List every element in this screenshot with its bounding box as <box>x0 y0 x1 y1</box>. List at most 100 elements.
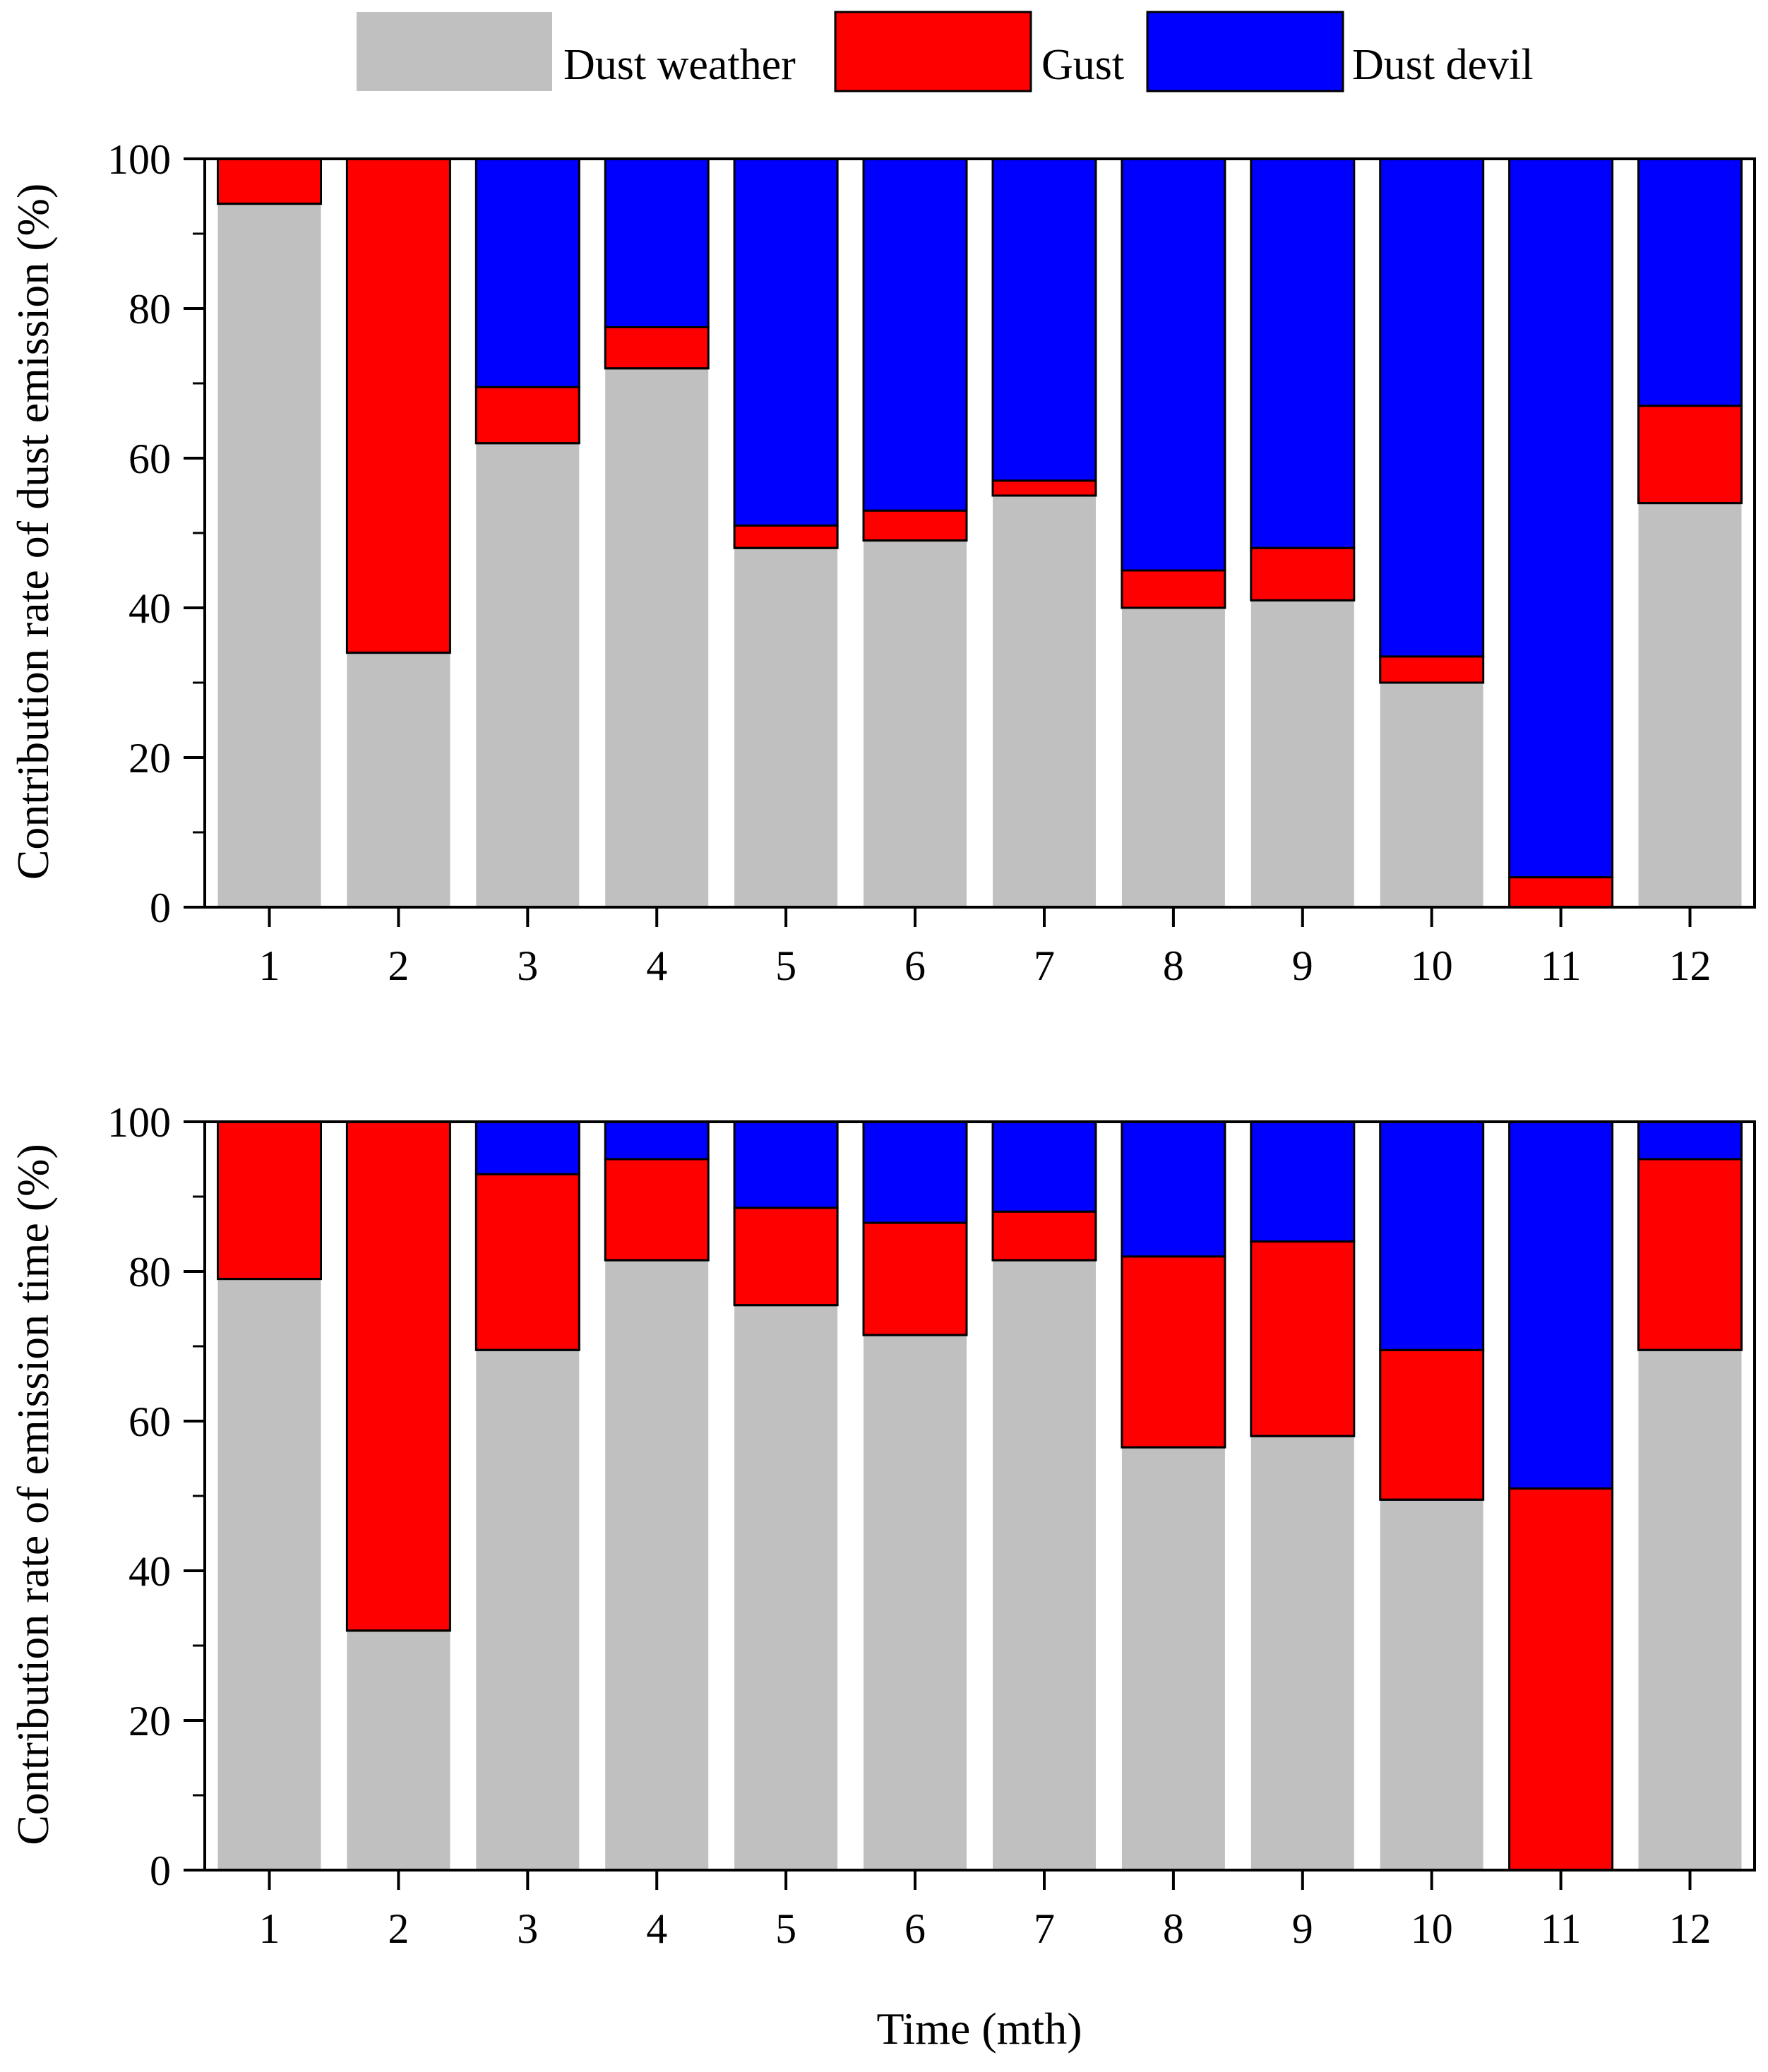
bar-bottom-dust-weather-month-6 <box>864 1335 967 1870</box>
bar-bottom-dust-devil-month-12 <box>1637 1120 1743 1161</box>
bar-bottom-dust-devil-month-7 <box>991 1120 1097 1213</box>
bar-top-dust-devil-month-9 <box>1250 157 1356 549</box>
x-axis-ticks-bottom: 1 2 3 4 5 6 7 8 9 10 11 12 <box>259 1870 1712 1952</box>
legend: Dust weather Gust Dust devil <box>357 11 1534 92</box>
bar-top-dust-devil-month-11 <box>1508 157 1614 879</box>
bar-top-dust-devil-month-5 <box>733 157 839 527</box>
bar-top-dust-weather-month-8 <box>1121 608 1225 907</box>
bar-top-dust-weather-month-5 <box>734 548 838 907</box>
bar-bottom-gust-month-3 <box>474 1173 580 1351</box>
bar-bottom-dust-weather-month-5 <box>734 1305 838 1870</box>
plot-frame-top <box>203 157 1756 909</box>
x-tick-label-top-7: 7 <box>1034 942 1055 989</box>
bar-top-dust-weather-month-10 <box>1380 683 1483 907</box>
x-tick-label-top-8: 8 <box>1163 942 1184 989</box>
bar-top-gust-month-9 <box>1250 546 1356 601</box>
bar-bottom-gust-month-10 <box>1379 1348 1485 1501</box>
bar-bottom-gust-month-12 <box>1637 1158 1743 1351</box>
bar-top-dust-weather-month-4 <box>605 368 709 907</box>
bar-bottom-dust-devil-month-5 <box>733 1120 839 1209</box>
x-tick-label-bottom-11: 11 <box>1541 1905 1582 1952</box>
legend-swatch-dust-devil <box>1146 11 1344 92</box>
bar-top-gust-month-7 <box>991 479 1097 497</box>
x-tick-label-bottom-3: 3 <box>517 1905 538 1952</box>
chart-panel-dust-emission: Contribution rate of dust emission (%) 0… <box>8 136 1756 989</box>
y-tick-label-bottom-60: 60 <box>129 1399 171 1445</box>
y-tick-label-bottom-20: 20 <box>129 1698 171 1744</box>
y-tick-label-top-60: 60 <box>129 436 171 482</box>
y-tick-label-top-80: 80 <box>129 286 171 333</box>
x-tick-label-top-12: 12 <box>1669 942 1712 989</box>
legend-label-dust-devil: Dust devil <box>1352 41 1534 89</box>
bar-bottom-gust-month-8 <box>1121 1255 1226 1449</box>
bar-bottom-dust-weather-month-12 <box>1638 1350 1742 1870</box>
x-tick-label-bottom-4: 4 <box>646 1905 667 1952</box>
x-tick-label-bottom-6: 6 <box>904 1905 926 1952</box>
bar-top-gust-month-10 <box>1379 655 1485 684</box>
bar-top-dust-devil-month-4 <box>604 157 710 328</box>
legend-label-gust: Gust <box>1041 41 1124 89</box>
bar-bottom-gust-month-4 <box>604 1158 710 1262</box>
bar-top-dust-devil-month-10 <box>1379 157 1485 658</box>
legend-swatch-dust-weather <box>357 12 552 91</box>
bar-top-dust-weather-month-9 <box>1250 600 1354 907</box>
y-tick-label-top-20: 20 <box>129 735 171 782</box>
bar-bottom-dust-devil-month-6 <box>862 1120 968 1224</box>
x-tick-label-bottom-2: 2 <box>388 1905 409 1952</box>
bar-bottom-dust-weather-month-3 <box>476 1350 580 1870</box>
bar-bottom-gust-month-11 <box>1508 1487 1614 1872</box>
bar-bottom-dust-devil-month-11 <box>1508 1120 1614 1490</box>
y-tick-label-top-0: 0 <box>150 885 171 931</box>
bar-bottom-gust-month-6 <box>862 1221 968 1336</box>
bar-bottom-dust-weather-month-8 <box>1121 1447 1225 1870</box>
x-tick-label-top-1: 1 <box>259 942 280 989</box>
y-tick-label-bottom-100: 100 <box>107 1099 171 1146</box>
bar-bottom-dust-devil-month-9 <box>1250 1120 1356 1243</box>
y-axis-title-top: Contribution rate of dust emission (%) <box>8 184 58 880</box>
bar-top-dust-weather-month-6 <box>864 540 967 907</box>
x-tick-label-bottom-12: 12 <box>1669 1905 1712 1952</box>
bar-top-gust-month-4 <box>604 326 710 370</box>
y-axis-ticks-top: 0 20 40 60 80 100 <box>107 136 205 931</box>
bar-top-dust-devil-month-12 <box>1637 157 1743 407</box>
y-axis-ticks-bottom: 0 20 40 60 80 100 <box>107 1099 205 1894</box>
x-axis-title: Time (mth) <box>877 2004 1082 2054</box>
x-axis-ticks-top: 1 2 3 4 5 6 7 8 9 10 11 12 <box>259 907 1712 989</box>
legend-label-dust-weather: Dust weather <box>563 41 796 89</box>
bar-top-gust-month-8 <box>1121 569 1226 609</box>
bars-top <box>217 157 1743 909</box>
bar-top-gust-month-12 <box>1637 405 1743 505</box>
bar-top-gust-month-1 <box>217 157 322 205</box>
bar-top-gust-month-2 <box>345 157 451 654</box>
legend-swatch-gust <box>834 11 1032 92</box>
bar-bottom-gust-month-7 <box>991 1210 1097 1262</box>
y-tick-label-top-40: 40 <box>129 585 171 632</box>
x-tick-label-top-5: 5 <box>775 942 796 989</box>
bar-bottom-dust-weather-month-2 <box>347 1630 450 1870</box>
bar-bottom-gust-month-9 <box>1250 1240 1356 1437</box>
x-tick-label-bottom-5: 5 <box>775 1905 796 1952</box>
bar-bottom-gust-month-2 <box>345 1120 451 1632</box>
bar-bottom-dust-devil-month-3 <box>474 1120 580 1175</box>
bar-top-dust-weather-month-7 <box>993 496 1096 907</box>
bar-bottom-dust-devil-month-10 <box>1379 1120 1485 1351</box>
bar-bottom-dust-weather-month-4 <box>605 1260 709 1870</box>
bar-top-dust-devil-month-3 <box>474 157 580 388</box>
x-tick-label-top-11: 11 <box>1541 942 1582 989</box>
bar-bottom-dust-weather-month-7 <box>993 1260 1096 1870</box>
bar-bottom-gust-month-5 <box>733 1206 839 1307</box>
y-tick-label-bottom-40: 40 <box>129 1548 171 1595</box>
bar-top-dust-devil-month-8 <box>1121 157 1226 572</box>
x-tick-label-top-3: 3 <box>517 942 538 989</box>
x-tick-label-top-9: 9 <box>1292 942 1313 989</box>
bar-bottom-dust-weather-month-9 <box>1250 1436 1354 1870</box>
chart-panel-emission-time: Contribution rate of emission time (%) 0… <box>8 1099 1756 1952</box>
bars-bottom <box>217 1120 1743 1872</box>
bar-bottom-dust-weather-month-1 <box>217 1278 321 1870</box>
bar-top-dust-weather-month-3 <box>476 443 580 907</box>
x-tick-label-top-10: 10 <box>1411 942 1453 989</box>
bar-bottom-dust-devil-month-4 <box>604 1120 710 1161</box>
bar-top-dust-weather-month-1 <box>217 203 321 908</box>
y-tick-label-bottom-80: 80 <box>129 1249 171 1295</box>
